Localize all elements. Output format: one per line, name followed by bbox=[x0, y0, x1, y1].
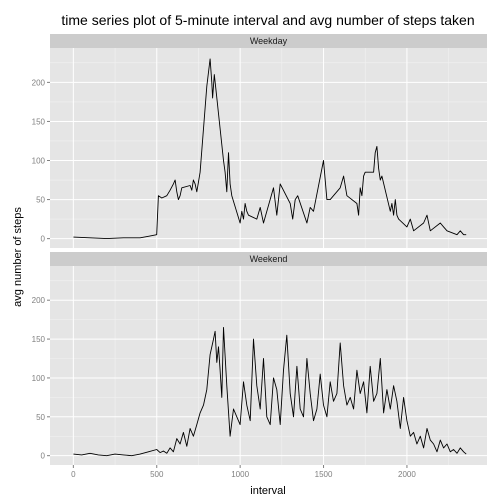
y-tick-label: 0 bbox=[41, 452, 46, 461]
x-tick-label: 1000 bbox=[231, 470, 249, 479]
y-tick-label: 100 bbox=[32, 374, 46, 383]
series-line bbox=[73, 58, 467, 240]
series-line bbox=[73, 326, 467, 457]
y-tick-label: 150 bbox=[32, 117, 46, 126]
y-tick-label: 0 bbox=[41, 235, 46, 244]
y-axis-title: avg number of steps bbox=[12, 207, 24, 307]
x-axis: 0 500 1000 1500 2000 bbox=[71, 465, 416, 479]
y-tick-label: 200 bbox=[32, 296, 46, 305]
y-tick-label: 150 bbox=[32, 335, 46, 344]
y-tick-label: 50 bbox=[36, 413, 45, 422]
x-tick-label: 500 bbox=[150, 470, 164, 479]
panel-background bbox=[50, 266, 487, 465]
facet-label: Weekday bbox=[250, 36, 288, 46]
facet-strip bbox=[50, 34, 487, 48]
y-tick-label: 200 bbox=[32, 78, 46, 87]
x-tick-label: 2000 bbox=[398, 470, 416, 479]
facet-label: Weekend bbox=[250, 254, 288, 264]
x-tick-label: 0 bbox=[71, 470, 76, 479]
x-tick-label: 1500 bbox=[315, 470, 333, 479]
panel-background bbox=[50, 48, 487, 248]
chart-title: time series plot of 5-minute interval an… bbox=[61, 12, 474, 28]
x-axis-title: interval bbox=[250, 485, 285, 497]
facet-strip bbox=[50, 252, 487, 266]
panel-weekend: Weekend 0 50 100 150 200 bbox=[32, 252, 487, 465]
y-tick-label: 100 bbox=[32, 157, 46, 166]
y-tick-label: 50 bbox=[36, 196, 45, 205]
panel-weekday: Weekday 0 50 100 150 200 bbox=[32, 34, 487, 248]
